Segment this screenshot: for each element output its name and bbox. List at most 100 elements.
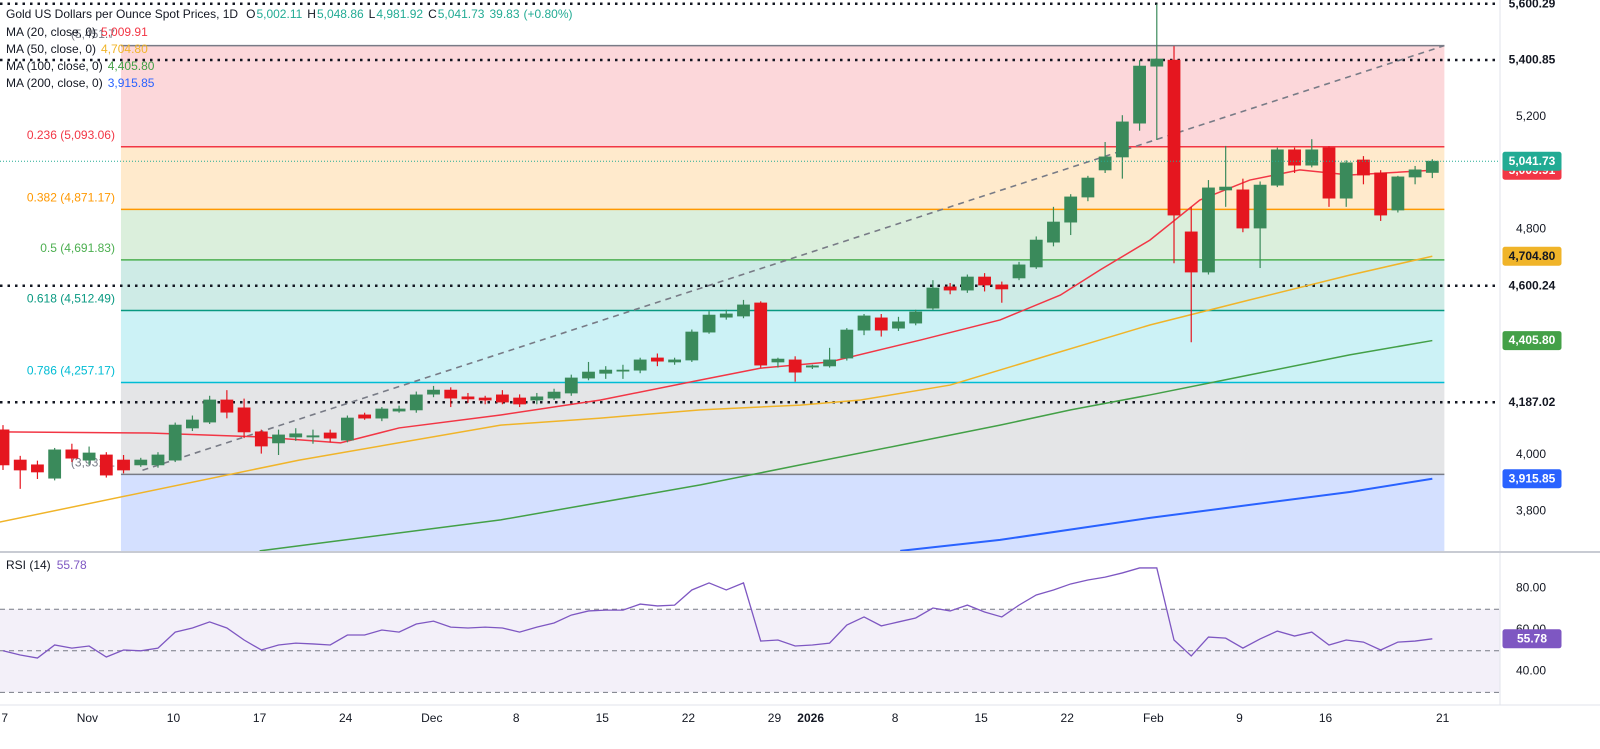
- fib-label: 0.382 (4,871.17): [27, 191, 115, 205]
- legend-series: MA (100, close, 0): [6, 59, 103, 73]
- candle-body: [134, 459, 148, 466]
- x-tick-label: 9: [1236, 711, 1243, 725]
- candle-body: [1047, 221, 1060, 243]
- candle-body: [392, 408, 406, 412]
- trend-line: [142, 44, 1445, 471]
- candle-body: [1081, 177, 1095, 198]
- candle-body: [1236, 189, 1250, 229]
- candle-body: [0, 429, 10, 466]
- y-tick-label: 5,200: [1516, 109, 1546, 123]
- x-tick-label: 15: [596, 711, 610, 725]
- candle-body: [513, 397, 527, 405]
- candle-body: [375, 408, 389, 419]
- legend-series: MA (200, close, 0): [6, 76, 103, 90]
- candle-body: [616, 369, 630, 372]
- candle-body: [892, 321, 905, 329]
- candle-body: [117, 459, 130, 471]
- candle-body: [1098, 156, 1112, 171]
- rsi-tag: 55.78: [1517, 631, 1547, 645]
- ma-tag: 4,704.80: [1509, 249, 1556, 263]
- x-tick-label: Dec: [421, 711, 442, 725]
- fib-label: (5,451.7: [71, 27, 115, 41]
- candle-body: [1253, 184, 1267, 229]
- candle-body: [978, 276, 991, 286]
- candle-body: [754, 302, 768, 366]
- candle-body: [1064, 196, 1078, 223]
- candle-body: [805, 365, 819, 368]
- rsi-pane: [0, 567, 1500, 693]
- legend-value: 5,041.73: [438, 7, 485, 21]
- fib-label: 0.5 (4,691.83): [40, 241, 115, 255]
- fib-label: 0.786 (4,257.17): [27, 364, 115, 378]
- ma-tag-bg: [1502, 246, 1562, 266]
- candle-body: [1219, 186, 1233, 191]
- candle-body: [582, 371, 595, 379]
- x-tick-label: 21: [1436, 711, 1450, 725]
- candle-body: [13, 459, 27, 471]
- candle-body: [1339, 162, 1353, 199]
- legend-value: 4,704.80: [101, 42, 148, 56]
- hline-tag-bg: [1503, 393, 1561, 412]
- x-tick-label: 7: [1, 711, 8, 725]
- x-tick-label: 16: [1319, 711, 1333, 725]
- candle-body: [530, 396, 544, 401]
- candle-body: [823, 359, 836, 367]
- candle-body: [788, 359, 802, 373]
- fib-band: [120, 310, 1445, 383]
- hline-tag-bg: [1503, 276, 1561, 295]
- candle-body: [547, 391, 561, 399]
- x-tick-label: 29: [768, 711, 782, 725]
- candle-body: [99, 454, 113, 476]
- legend-title: Gold US Dollars per Ounce Spot Prices, 1…: [6, 7, 238, 21]
- x-tick-label: 17: [253, 711, 267, 725]
- candle-body: [1184, 231, 1198, 273]
- last-price-tag-bg: [1502, 151, 1562, 171]
- candle-body: [358, 414, 372, 419]
- candle-body: [48, 449, 62, 479]
- candle-body: [960, 276, 974, 291]
- y-tick-label: 3,800: [1516, 504, 1546, 518]
- legend-series: MA (20, close, 0): [6, 25, 96, 39]
- candle-body: [186, 419, 199, 429]
- legend-value: 5,002.11: [256, 7, 302, 21]
- legend-value: 39.83: [489, 7, 519, 21]
- candle-body: [1012, 264, 1026, 279]
- candle-body: [254, 431, 268, 447]
- ma-tag-bg: [1502, 469, 1562, 489]
- candle-body: [151, 454, 165, 466]
- ma-tag-bg: [1502, 331, 1562, 351]
- candle-body: [82, 452, 96, 461]
- candle-body: [1425, 160, 1439, 173]
- legend-series: RSI (14): [6, 558, 51, 572]
- candle-body: [840, 329, 854, 359]
- fib-band: [120, 209, 1445, 260]
- candle-body: [599, 369, 613, 374]
- x-tick-label: 8: [513, 711, 520, 725]
- candle-body: [737, 304, 750, 317]
- legend-key: H: [307, 7, 316, 21]
- legend-key: O: [246, 7, 255, 21]
- candle-body: [1133, 65, 1146, 124]
- candle-body: [668, 359, 682, 363]
- moving-average: [0, 255, 1433, 523]
- candle-body: [564, 377, 578, 394]
- hline-tag: 5,600.29: [1509, 0, 1556, 10]
- rsi-tag-bg: [1502, 629, 1562, 649]
- x-tick-label: Feb: [1143, 711, 1164, 725]
- ma-tag: 4,405.80: [1509, 333, 1556, 347]
- candle-body: [65, 449, 79, 459]
- hline-tag-bg: [1503, 50, 1561, 69]
- candle-body: [1374, 172, 1388, 216]
- candle-body: [1305, 149, 1319, 166]
- price-pane: (5,451.7 0.236 (5,093.06) 0.382 (4,871.17)…: [0, 2, 1500, 551]
- candle-body: [461, 396, 475, 400]
- candle-body: [341, 417, 354, 441]
- fib-band: [120, 474, 1445, 551]
- candle-body: [1391, 176, 1405, 211]
- legend-value: 5,009.91: [101, 25, 148, 39]
- candle-body: [168, 424, 182, 461]
- candle-body: [220, 399, 234, 413]
- x-tick-label: Nov: [77, 711, 98, 725]
